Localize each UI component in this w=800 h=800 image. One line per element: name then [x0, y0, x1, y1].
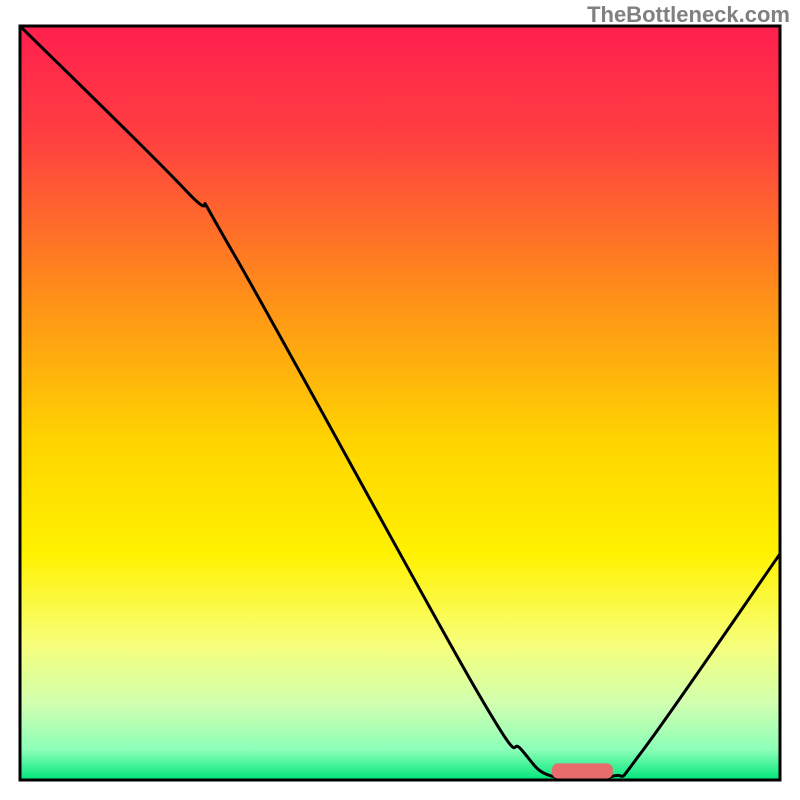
chart-container: TheBottleneck.com	[0, 0, 800, 800]
watermark-text: TheBottleneck.com	[587, 2, 790, 28]
bottleneck-chart	[0, 0, 800, 800]
optimal-marker	[552, 763, 613, 778]
